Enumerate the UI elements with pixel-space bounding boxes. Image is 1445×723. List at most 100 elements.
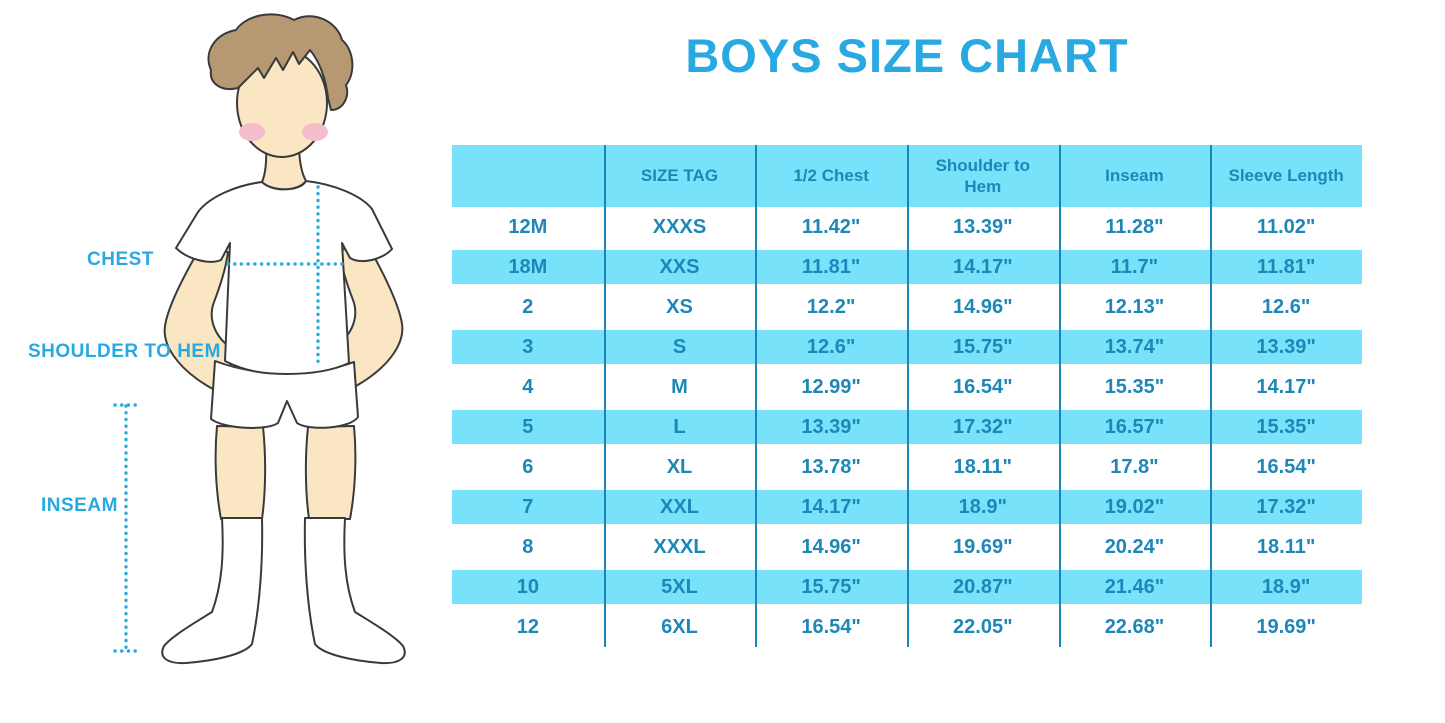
measurement-cell: 18.11" [1256, 535, 1316, 558]
column-header: Inseam [1058, 145, 1211, 207]
measurement-cell: XXXL [653, 535, 706, 558]
table-row: 7 XXL 14.17" 18.9" 19.02" 17.32" [452, 487, 1362, 527]
measurement-cell: 18.9" [1210, 567, 1362, 607]
blush-right [302, 123, 328, 141]
chest-label: CHEST [87, 249, 154, 270]
measurement-cell: 12.13" [1104, 295, 1165, 318]
measurement-cell: 22.68" [1104, 615, 1165, 638]
measurement-cell: 11.02" [1256, 215, 1316, 238]
measurement-cell: 13.39" [755, 407, 907, 447]
measurement-cell: XL [666, 455, 693, 478]
measurement-cell: 13.78" [801, 455, 861, 478]
row-size-label: 2 [522, 295, 534, 318]
measurement-cell: 11.81" [755, 247, 907, 287]
measurement-cell: 13.74" [1058, 327, 1211, 367]
table-row: 12 6XL 16.54" 22.05" 22.68" 19.69" [452, 607, 1362, 647]
measurement-cell: 14.17" [906, 247, 1059, 287]
measurement-cell: 11.28" [1105, 215, 1164, 238]
measurement-cell: XXS [603, 247, 756, 287]
column-header: 1/2 Chest [755, 145, 907, 207]
measurement-cell: 15.75" [755, 567, 907, 607]
row-size-label: 5 [452, 407, 604, 447]
measurement-cell: 14.96" [953, 295, 1013, 318]
measurement-cell: 20.87" [906, 567, 1059, 607]
row-size-label: 12M [508, 215, 548, 238]
inseam-label: INSEAM [41, 495, 118, 516]
table-row: 10 5XL 15.75" 20.87" 21.46" 18.9" [452, 567, 1362, 607]
size-table: SIZE TAG 1/2 Chest Shoulder to Hem Inseam Sl… [452, 145, 1362, 647]
measurement-cell: 14.17" [1256, 375, 1316, 398]
size-table-body: 12M XXXS 11.42" 13.39" 11.28" 11.02" 18M XXS 11.… [452, 207, 1362, 647]
column-divider [1210, 145, 1213, 647]
row-size-label: 4 [522, 375, 534, 398]
row-size-label: 10 [452, 567, 604, 607]
table-row: 4 M 12.99" 16.54" 15.35" 14.17" [452, 367, 1362, 407]
measurement-cell: 12.6" [1261, 295, 1311, 318]
row-size-label: 8 [522, 535, 534, 558]
column-divider [755, 145, 758, 647]
page-title: BOYS SIZE CHART [685, 29, 1129, 82]
row-size-label: 18M [452, 247, 604, 287]
measurement-cell: 16.54" [801, 615, 861, 638]
row-size-label: 6 [522, 455, 534, 478]
measurement-cell: 12.6" [755, 327, 907, 367]
measurement-cell: 14.17" [755, 487, 907, 527]
measurement-cell: 16.54" [1256, 455, 1316, 478]
measurement-cell: M [671, 375, 688, 398]
table-row: 12M XXXS 11.42" 13.39" 11.28" 11.02" [452, 207, 1362, 247]
measurement-cell: 16.54" [953, 375, 1013, 398]
measurement-cell: 12.99" [801, 375, 861, 398]
boy-illustration [113, 13, 406, 665]
measurement-cell: 19.02" [1058, 487, 1211, 527]
inseam-measure-line [113, 403, 142, 653]
size-table-header: SIZE TAG 1/2 Chest Shoulder to Hem Inseam Sl… [452, 145, 1362, 207]
measurement-cell: 11.7" [1058, 247, 1211, 287]
boy-left-arm [163, 247, 232, 397]
column-header: Sleeve Length [1210, 145, 1362, 207]
measurement-cell: XXXS [652, 215, 707, 238]
blush-left [239, 123, 265, 141]
measurement-cell: 19.69" [1256, 615, 1316, 638]
boy-right-sock [303, 517, 406, 665]
measurement-cell: 14.96" [801, 535, 861, 558]
measurement-cell: 11.81" [1210, 247, 1362, 287]
measurement-cell: 12.2" [806, 295, 856, 318]
row-size-label: 12 [516, 615, 539, 638]
measurement-cell: 22.05" [953, 615, 1013, 638]
table-row: 3 S 12.6" 15.75" 13.74" 13.39" [452, 327, 1362, 367]
column-header [452, 145, 604, 207]
column-header: Shoulder to Hem [906, 145, 1059, 207]
boy-tshirt [175, 180, 393, 375]
boy-right-leg [304, 425, 357, 520]
table-row: 18M XXS 11.81" 14.17" 11.7" 11.81" [452, 247, 1362, 287]
row-size-label: 7 [452, 487, 604, 527]
boy-hair [207, 13, 354, 111]
measurement-cell: 11.42" [801, 215, 861, 238]
column-divider [1058, 145, 1061, 647]
table-row: 5 L 13.39" 17.32" 16.57" 15.35" [452, 407, 1362, 447]
measurement-cell: S [603, 327, 756, 367]
table-row: 2 XS 12.2" 14.96" 12.13" 12.6" [452, 287, 1362, 327]
measurement-cell: XS [666, 295, 693, 318]
measurement-cell: L [603, 407, 756, 447]
shoulder-to-hem-label: SHOULDER TO HEM [28, 341, 221, 362]
measurement-cell: 19.69" [953, 535, 1013, 558]
row-size-label: 3 [452, 327, 604, 367]
table-row: 6 XL 13.78" 18.11" 17.8" 16.54" [452, 447, 1362, 487]
measurement-cell: 17.32" [1210, 487, 1362, 527]
size-table-grid: SIZE TAG 1/2 Chest Shoulder to Hem Inseam Sl… [452, 145, 1362, 647]
column-divider [603, 145, 606, 647]
measurement-cell: 18.9" [906, 487, 1059, 527]
measurement-cell: 15.35" [1104, 375, 1165, 398]
measurement-cell: 20.24" [1104, 535, 1165, 558]
column-header: SIZE TAG [603, 145, 756, 207]
measurement-cell: 21.46" [1058, 567, 1211, 607]
boy-left-sock [161, 517, 264, 665]
measurement-cell: 15.75" [906, 327, 1059, 367]
measurement-cell: 17.32" [906, 407, 1059, 447]
measurement-cell: 13.39" [1210, 327, 1362, 367]
measurement-cell: 6XL [661, 615, 698, 638]
measurement-cell: XXL [603, 487, 756, 527]
measurement-cell: 18.11" [953, 455, 1013, 478]
measurement-cell: 13.39" [953, 215, 1013, 238]
